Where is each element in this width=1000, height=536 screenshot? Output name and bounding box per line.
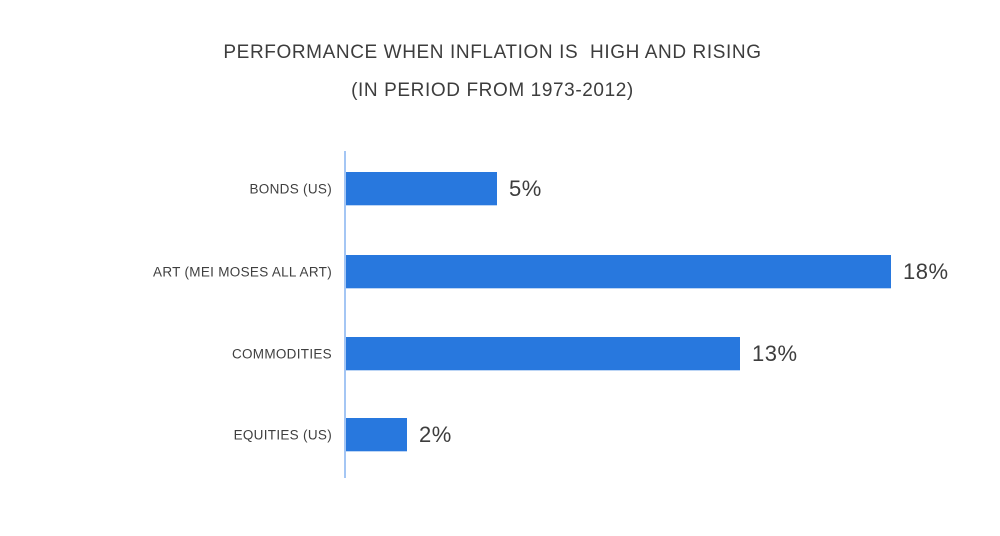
value-label: 18% bbox=[903, 258, 949, 284]
chart-title: PERFORMANCE WHEN INFLATION IS HIGH AND R… bbox=[223, 42, 762, 63]
bar-bonds bbox=[346, 172, 497, 206]
category-label: ART (MEI MOSES ALL ART) bbox=[153, 264, 332, 279]
bar-equities bbox=[346, 418, 407, 452]
y-axis-line bbox=[344, 151, 346, 478]
value-label: 2% bbox=[419, 421, 452, 447]
category-label: BONDS (US) bbox=[249, 181, 332, 196]
category-label: EQUITIES (US) bbox=[233, 427, 332, 442]
value-label: 5% bbox=[509, 175, 542, 201]
chart-title-block: PERFORMANCE WHEN INFLATION IS HIGH AND R… bbox=[0, 40, 985, 102]
bar-art bbox=[346, 255, 891, 289]
category-label: COMMODITIES bbox=[231, 346, 332, 361]
chart-subtitle: (IN PERIOD FROM 1973-2012) bbox=[351, 80, 634, 101]
value-label: 13% bbox=[752, 340, 798, 366]
bar-commodities bbox=[346, 337, 740, 371]
